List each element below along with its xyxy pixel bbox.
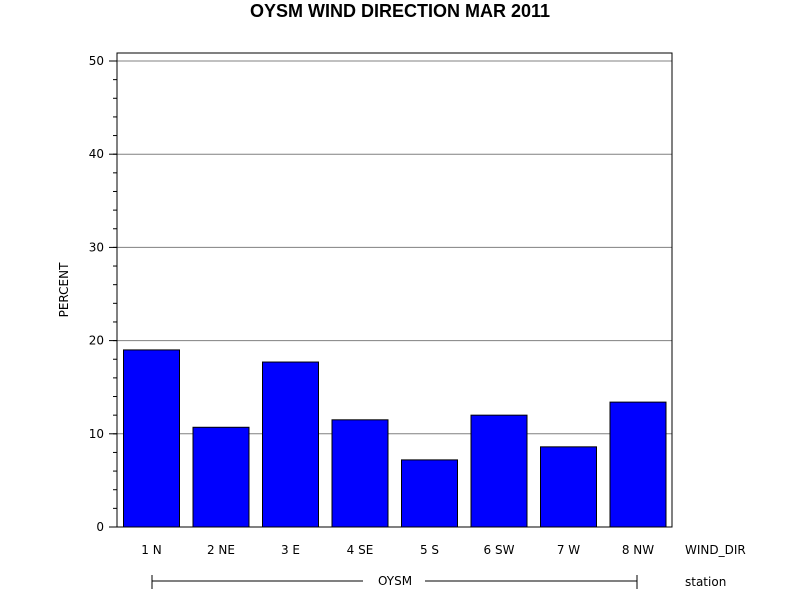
gridlines (117, 60, 672, 435)
y-axis-label: PERCENT (57, 262, 71, 317)
y-tick-label: 20 (89, 334, 104, 348)
y-tick-label: 30 (89, 240, 104, 254)
x-tick-label: 1 N (141, 543, 161, 557)
x-tick-label: 5 S (420, 543, 439, 557)
bar (470, 414, 528, 528)
bar (331, 419, 389, 528)
x-tick-label: 6 SW (484, 543, 515, 557)
x-axis-label: WIND_DIR (685, 543, 746, 557)
chart-title: OYSM WIND DIRECTION MAR 2011 (250, 1, 550, 21)
group-bracket: OYSM (151, 574, 638, 589)
x-tick-label: 4 SE (347, 543, 374, 557)
bar (609, 401, 667, 528)
bar (401, 459, 458, 528)
plot-frame (116, 52, 673, 528)
x-tick-label: 7 W (557, 543, 580, 557)
y-tick-label: 40 (89, 147, 104, 161)
bar (192, 426, 250, 528)
group-label: OYSM (378, 574, 412, 588)
y-tick-label: 10 (89, 427, 104, 441)
bar (540, 446, 597, 528)
x-tick-label: 3 E (281, 543, 300, 557)
y-axis: 0 10 20 30 40 50 (89, 54, 117, 534)
x-tick-label: 2 NE (207, 543, 235, 557)
group-axis-label: station (685, 575, 726, 589)
y-tick-label: 50 (89, 54, 104, 68)
x-axis: 1 N 2 NE 3 E 4 SE 5 S 6 SW 7 W 8 NW (141, 543, 654, 557)
y-tick-label: 0 (96, 520, 104, 534)
x-tick-label: 8 NW (622, 543, 654, 557)
bars (123, 349, 667, 528)
bar (123, 349, 180, 528)
bar (262, 361, 319, 528)
